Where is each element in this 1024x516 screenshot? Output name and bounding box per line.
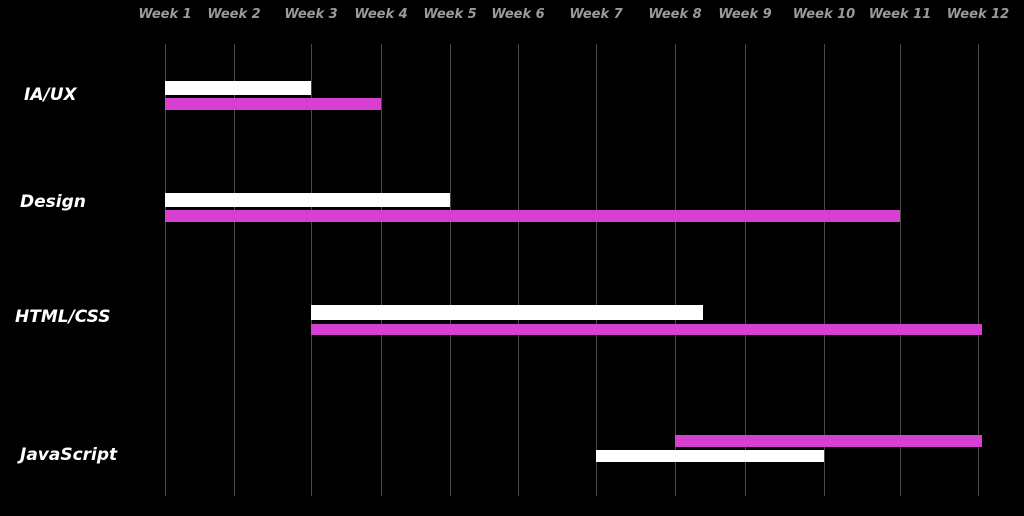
gridline-3 xyxy=(311,44,312,496)
gridline-12 xyxy=(978,44,979,496)
gridline-1 xyxy=(165,44,166,496)
week-tick-label: Week 1 xyxy=(138,7,192,22)
week-tick-label: Week 5 xyxy=(423,7,477,22)
bar-white xyxy=(165,193,450,207)
gridline-8 xyxy=(675,44,676,496)
bar-magenta xyxy=(165,210,900,222)
bar-magenta xyxy=(311,324,982,335)
week-tick-label: Week 9 xyxy=(718,7,772,22)
task-label: HTML/CSS xyxy=(15,307,111,327)
task-label: IA/UX xyxy=(24,85,77,105)
gridline-4 xyxy=(381,44,382,496)
week-tick-label: Week 6 xyxy=(491,7,545,22)
gridline-11 xyxy=(900,44,901,496)
gridline-5 xyxy=(450,44,451,496)
week-tick-label: Week 4 xyxy=(354,7,408,22)
bar-white xyxy=(165,81,311,95)
task-label: Design xyxy=(20,192,86,212)
gridline-2 xyxy=(234,44,235,496)
gridline-6 xyxy=(518,44,519,496)
task-label: JavaScript xyxy=(20,445,118,465)
week-tick-label: Week 2 xyxy=(207,7,261,22)
gridline-7 xyxy=(596,44,597,496)
week-tick-label: Week 11 xyxy=(868,7,932,22)
week-tick-label: Week 7 xyxy=(569,7,623,22)
week-tick-label: Week 10 xyxy=(792,7,856,22)
bar-magenta xyxy=(165,98,381,110)
bar-magenta xyxy=(675,435,982,447)
gridline-9 xyxy=(745,44,746,496)
week-tick-label: Week 8 xyxy=(648,7,702,22)
week-tick-label: Week 3 xyxy=(284,7,338,22)
bar-white xyxy=(596,450,824,462)
week-tick-label: Week 12 xyxy=(946,7,1010,22)
gridline-10 xyxy=(824,44,825,496)
bar-white xyxy=(311,305,703,320)
